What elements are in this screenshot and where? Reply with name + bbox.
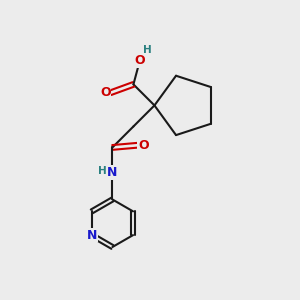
Text: N: N xyxy=(87,229,97,242)
Text: O: O xyxy=(134,54,145,68)
Text: N: N xyxy=(107,166,118,179)
Text: O: O xyxy=(100,86,110,99)
Text: O: O xyxy=(138,139,149,152)
Text: H: H xyxy=(98,166,106,176)
Text: H: H xyxy=(143,45,152,55)
